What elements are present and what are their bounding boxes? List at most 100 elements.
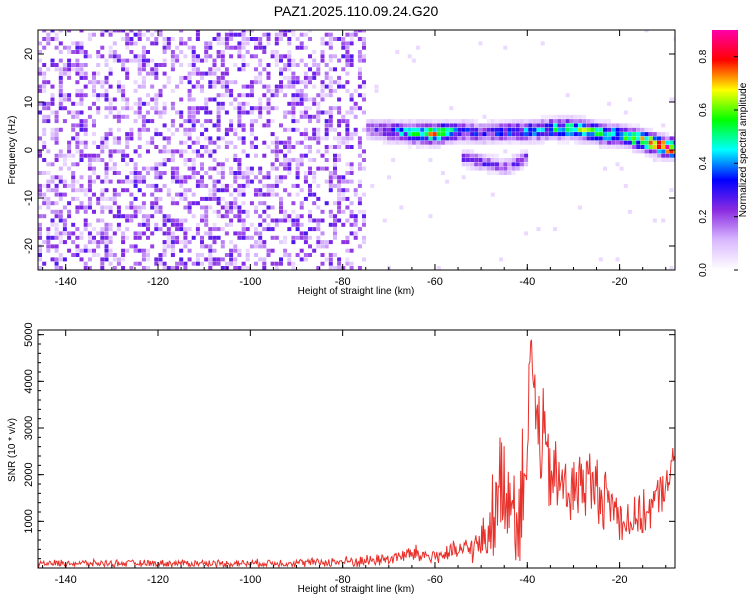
spectrogram-cell [258,235,263,240]
spectrogram-cell [362,209,366,214]
spectrogram-cell [403,127,408,132]
spectrogram-cell [92,132,96,137]
spectrogram-cell [125,97,130,102]
spectrogram-cell [411,136,416,141]
spectrogram-cell [478,140,483,145]
spectrogram-cell [474,140,479,145]
spectrogram-cell [137,235,142,240]
spectrogram-cell [283,162,288,167]
spectrogram-cell [279,80,283,85]
spectrogram-cell [224,140,229,145]
spectrogram-cell [249,80,254,85]
spectrogram-cell [162,50,167,54]
spectrogram-cell [75,71,80,76]
spectrogram-cell [141,248,146,253]
spectrogram-cell [565,132,570,137]
spectrogram-cell [474,166,479,171]
spectrogram-cell [158,196,163,201]
spectrogram-cell [320,54,325,59]
snr-panel [38,339,675,568]
spectrogram-cell [353,101,358,106]
spectrogram-cell [216,127,221,132]
spectrogram-cell [590,140,595,145]
spectrogram-cell [328,41,333,46]
spectrogram-cell [308,37,312,41]
spectrogram-cell [133,261,138,266]
spectrogram-cell [75,196,80,201]
spectrogram-cell [46,235,51,240]
spectrogram-cell [436,132,441,137]
spectrogram-cell [295,75,300,80]
spectrogram-cell [175,218,180,223]
spectrogram-cell [249,244,254,249]
spectrogram-cell [38,50,42,54]
spectrogram-cell [166,41,171,46]
spectrogram-cell [391,119,396,124]
spectrogram-cell [195,54,200,59]
spectrogram-cell [627,97,632,102]
spectrogram-cell [328,209,333,214]
spectrogram-cell [345,261,350,266]
spectrogram-cell [46,101,51,106]
spectrogram-cell [333,214,337,219]
spectrogram-cell [316,149,321,154]
spectrogram-cell [283,63,288,67]
spectrogram-cell [324,75,329,80]
spectrogram-cell [561,114,566,119]
spectrogram-cell [328,171,333,175]
spectrogram-cell [324,84,329,89]
spectrogram-cell [195,171,200,175]
spectrogram-cell [673,37,675,41]
spectrogram-cell [262,175,267,180]
spectrogram-cell [387,123,391,128]
spectrogram-cell [499,158,504,162]
spectrogram-cell [200,218,204,223]
spectrogram-cell [71,136,76,141]
spectrogram-cell [665,158,670,162]
spectrogram-cell [121,106,126,111]
spectrogram-cell [503,149,508,154]
spectrogram-cell [137,110,142,115]
spectrogram-cell [166,158,171,162]
spectrogram-cell [42,171,47,175]
spectrogram-cell [79,140,84,145]
spectrogram-cell [341,240,346,245]
spectrogram-cell [67,214,72,219]
spectrogram-cell [38,171,42,175]
spectrogram-cell [532,140,537,145]
spectrogram-cell [540,127,545,132]
spectrogram-cell [162,183,167,188]
spectrogram-cell [303,257,308,262]
spectrogram-cell [295,127,300,132]
spectrogram-cell [495,162,499,167]
spectrogram-cell [50,84,55,89]
spectrogram-cell [316,235,321,240]
spectrogram-cell [262,218,267,223]
spectrogram-cell [337,201,342,206]
spectrogram-cell [254,253,258,257]
spectrogram-cell [62,222,67,227]
spectrogram-cell [200,123,204,128]
spectrogram-cell [233,145,238,149]
spectrogram-cell [170,50,175,54]
spectrogram-cell [125,32,130,37]
spectrogram-cell [58,218,63,223]
spectrogram-cell [220,71,225,76]
spectrogram-cell [200,88,204,93]
spectrogram-cell [578,132,583,137]
spectrogram-cell [71,231,76,236]
spectrogram-cell [266,88,271,93]
spectrogram-cell [279,179,283,184]
spectrogram-cell [216,201,221,206]
spectrogram-cell [229,257,234,262]
spectrogram-cell [503,127,508,132]
spectrogram-cell [237,248,242,253]
spectrogram-cell [121,149,126,154]
spectrogram-cell [166,136,171,141]
spectrogram-cell [573,127,578,132]
spectrogram-cell [58,71,63,76]
spectrogram-cell [648,127,653,132]
spectrogram-cell [83,266,88,270]
spectrogram-cell [619,123,624,128]
spectrogram-cell [121,240,126,245]
